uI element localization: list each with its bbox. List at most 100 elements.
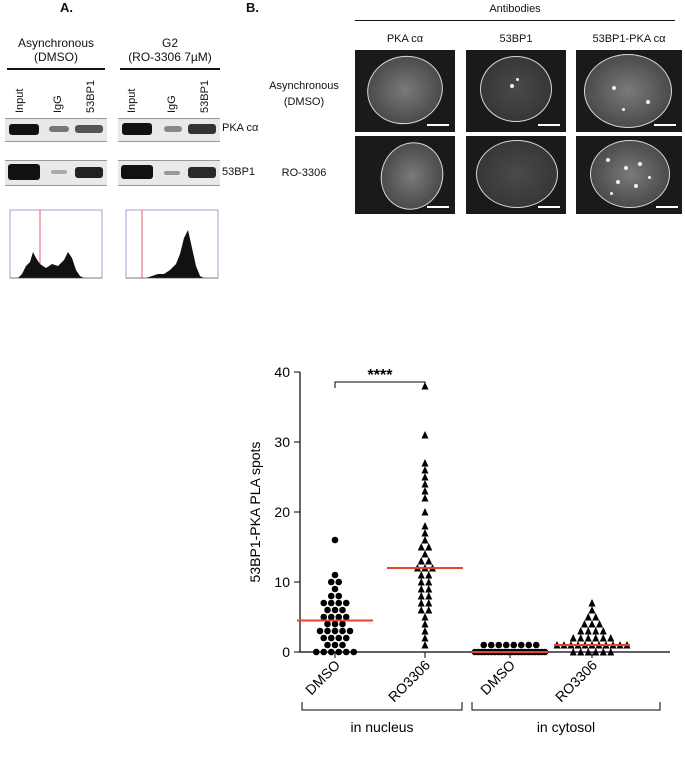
data-point	[320, 613, 328, 621]
pla-spots-chart: 0 10 20 30 40 53BP1-PKA PLA spots DMSO RO3306 DM…	[247, 364, 670, 735]
data-point	[342, 634, 350, 642]
blot-label-53bp1: 53BP1	[222, 166, 256, 178]
data-point	[421, 613, 429, 621]
data-point	[327, 648, 335, 656]
data-point	[569, 648, 577, 656]
data-point	[599, 648, 607, 656]
data-point	[421, 487, 429, 495]
column-header-53bp1: 53BP1	[499, 33, 533, 45]
data-point	[577, 648, 585, 656]
data-point	[320, 634, 328, 642]
y-tick-label: 20	[274, 504, 290, 520]
y-axis-label: 53BP1-PKA PLA spots	[247, 442, 263, 583]
data-point	[584, 648, 592, 656]
data-point	[425, 585, 433, 593]
lane-label-53bp1: 53BP1	[85, 79, 97, 113]
data-point	[487, 641, 495, 649]
data-point	[517, 641, 525, 649]
group-title-line1: Asynchronous	[17, 36, 95, 50]
data-point	[335, 592, 343, 600]
data-point	[599, 634, 607, 642]
data-point	[425, 557, 433, 565]
column-header-pla: 53BP1-PKA cα	[592, 33, 666, 45]
column-header-pka: PKA cα	[386, 33, 424, 45]
data-point	[421, 508, 429, 516]
data-point	[592, 648, 600, 656]
data-point	[335, 599, 343, 607]
data-point	[596, 620, 603, 628]
data-point	[324, 606, 331, 614]
data-point	[331, 536, 339, 544]
data-point	[421, 536, 429, 544]
lane-label-input: Input	[126, 88, 138, 113]
row-label-async: Asynchronous (DMSO)	[254, 78, 354, 110]
data-point	[346, 627, 354, 635]
micrograph-async-53bp1	[466, 50, 566, 132]
data-point	[327, 613, 335, 621]
significance-label: ****	[368, 367, 394, 384]
data-point	[421, 466, 429, 474]
row-label-ro3306: RO-3306	[281, 167, 327, 179]
data-point	[425, 606, 433, 614]
data-point	[421, 641, 429, 649]
x-tick-label: RO3306	[552, 657, 600, 705]
group-title-line2: (DMSO)	[34, 50, 78, 64]
data-point	[417, 571, 425, 579]
data-point	[421, 627, 429, 635]
data-point	[607, 634, 615, 642]
x-tick-label: DMSO	[302, 657, 343, 698]
data-point	[480, 641, 488, 649]
data-point	[331, 606, 339, 614]
y-tick-label: 30	[274, 434, 290, 450]
data-point	[425, 599, 433, 607]
lane-label-igg: IgG	[52, 95, 64, 113]
group-label: in cytosol	[537, 719, 595, 735]
data-point	[324, 620, 331, 628]
data-point	[342, 613, 350, 621]
data-point	[327, 578, 335, 586]
lane-label-input: Input	[14, 88, 26, 113]
data-point	[335, 613, 343, 621]
data-point	[320, 648, 328, 656]
data-point	[331, 571, 339, 579]
data-point	[327, 599, 335, 607]
data-point	[502, 641, 510, 649]
group-bracket	[301, 702, 463, 711]
data-point	[339, 606, 346, 614]
row-label-line2: (DMSO)	[283, 96, 325, 108]
data-point	[324, 641, 331, 649]
significance-bracket	[334, 381, 426, 388]
data-point	[331, 585, 339, 593]
data-point	[421, 480, 429, 488]
group-header-g2: G2 (RO-3306 7µM)	[116, 36, 224, 64]
data-point	[324, 627, 331, 635]
lane-label-53bp1: 53BP1	[199, 79, 211, 113]
data-point	[584, 613, 592, 621]
data-point	[599, 627, 607, 635]
antibodies-header-line	[355, 20, 675, 21]
micrograph-async-pka	[355, 50, 455, 132]
data-point	[417, 606, 425, 614]
data-point	[417, 592, 425, 600]
data-point	[312, 648, 320, 656]
data-point	[320, 599, 328, 607]
data-point	[421, 529, 429, 537]
data-point	[327, 592, 335, 600]
data-point	[417, 557, 425, 565]
data-point	[425, 543, 433, 551]
group-underline	[7, 68, 105, 70]
data-point	[339, 627, 346, 635]
data-point	[421, 522, 429, 530]
data-point	[577, 627, 585, 635]
row-label-line1: Asynchronous	[269, 80, 339, 92]
group-label: in nucleus	[350, 719, 413, 735]
data-point	[335, 578, 343, 586]
data-point	[588, 599, 596, 607]
group-underline	[120, 68, 220, 70]
cell-cycle-histogram-async	[9, 209, 103, 279]
data-point	[339, 620, 346, 628]
y-tick-label: 0	[282, 644, 290, 660]
data-point	[331, 641, 339, 649]
data-point	[421, 550, 429, 558]
data-point	[592, 613, 600, 621]
